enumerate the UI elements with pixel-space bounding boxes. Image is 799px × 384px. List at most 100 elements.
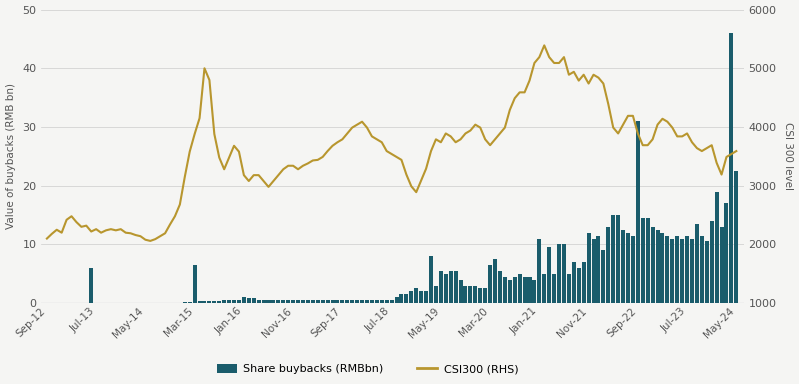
Bar — [316, 300, 320, 303]
Bar — [685, 236, 689, 303]
Bar — [434, 286, 438, 303]
Bar — [449, 271, 453, 303]
Bar — [409, 291, 413, 303]
Bar — [734, 171, 738, 303]
Bar — [272, 300, 276, 303]
Bar — [267, 300, 271, 303]
Bar — [459, 280, 463, 303]
Bar — [538, 238, 542, 303]
Bar — [193, 265, 197, 303]
Bar — [666, 236, 670, 303]
Bar — [320, 300, 324, 303]
Bar — [606, 227, 610, 303]
Bar — [508, 280, 512, 303]
Bar — [340, 300, 344, 303]
Bar — [454, 271, 458, 303]
Bar — [532, 280, 536, 303]
Bar — [375, 300, 379, 303]
Bar — [188, 302, 192, 303]
Bar — [331, 300, 335, 303]
Bar — [503, 277, 507, 303]
Bar — [261, 300, 265, 303]
Bar — [602, 250, 606, 303]
Bar — [557, 245, 561, 303]
Bar — [493, 259, 497, 303]
Bar — [479, 288, 483, 303]
Bar — [552, 274, 556, 303]
Bar — [355, 300, 360, 303]
Bar — [365, 300, 369, 303]
Bar — [276, 300, 280, 303]
Bar — [631, 236, 635, 303]
Bar — [675, 236, 679, 303]
Bar — [646, 218, 650, 303]
Bar — [400, 295, 403, 303]
Bar — [419, 291, 423, 303]
Bar — [729, 33, 733, 303]
Bar — [281, 300, 285, 303]
Bar — [636, 121, 640, 303]
Bar — [256, 300, 260, 303]
Bar — [655, 230, 659, 303]
Bar — [325, 300, 330, 303]
Bar — [89, 268, 93, 303]
Bar — [661, 233, 665, 303]
Bar — [242, 297, 246, 303]
Bar — [488, 265, 492, 303]
Bar — [582, 262, 586, 303]
Legend: Share buybacks (RMBbn), CSI300 (RHS): Share buybacks (RMBbn), CSI300 (RHS) — [213, 359, 523, 379]
Bar — [543, 274, 547, 303]
Bar — [473, 286, 477, 303]
Bar — [390, 300, 394, 303]
Bar — [247, 298, 251, 303]
Bar — [380, 300, 384, 303]
Bar — [301, 300, 305, 303]
Bar — [439, 271, 443, 303]
Bar — [725, 203, 729, 303]
Bar — [360, 300, 364, 303]
Bar — [213, 301, 217, 303]
Bar — [232, 300, 236, 303]
Bar — [483, 288, 487, 303]
Bar — [463, 286, 467, 303]
Bar — [547, 247, 551, 303]
Bar — [345, 300, 349, 303]
Bar — [395, 297, 399, 303]
Bar — [591, 238, 595, 303]
Bar — [705, 242, 709, 303]
Bar — [611, 215, 615, 303]
Bar — [596, 236, 601, 303]
Bar — [424, 291, 428, 303]
Bar — [350, 300, 354, 303]
Bar — [252, 298, 256, 303]
Bar — [311, 300, 315, 303]
Y-axis label: CSI 300 level: CSI 300 level — [784, 122, 793, 190]
Bar — [621, 230, 625, 303]
Bar — [291, 300, 295, 303]
Bar — [690, 238, 694, 303]
Bar — [202, 301, 206, 303]
Bar — [670, 238, 674, 303]
Bar — [586, 233, 590, 303]
Bar — [443, 274, 447, 303]
Bar — [336, 300, 340, 303]
Bar — [518, 274, 522, 303]
Bar — [577, 268, 581, 303]
Bar — [414, 288, 418, 303]
Bar — [384, 300, 388, 303]
Bar — [296, 300, 300, 303]
Bar — [286, 300, 290, 303]
Bar — [714, 192, 718, 303]
Bar — [227, 300, 231, 303]
Bar — [222, 300, 226, 303]
Bar — [197, 301, 201, 303]
Bar — [429, 256, 433, 303]
Bar — [700, 236, 704, 303]
Bar — [404, 295, 408, 303]
Bar — [572, 262, 576, 303]
Bar — [527, 277, 531, 303]
Bar — [370, 300, 374, 303]
Bar — [680, 238, 684, 303]
Bar — [695, 224, 699, 303]
Bar — [720, 227, 724, 303]
